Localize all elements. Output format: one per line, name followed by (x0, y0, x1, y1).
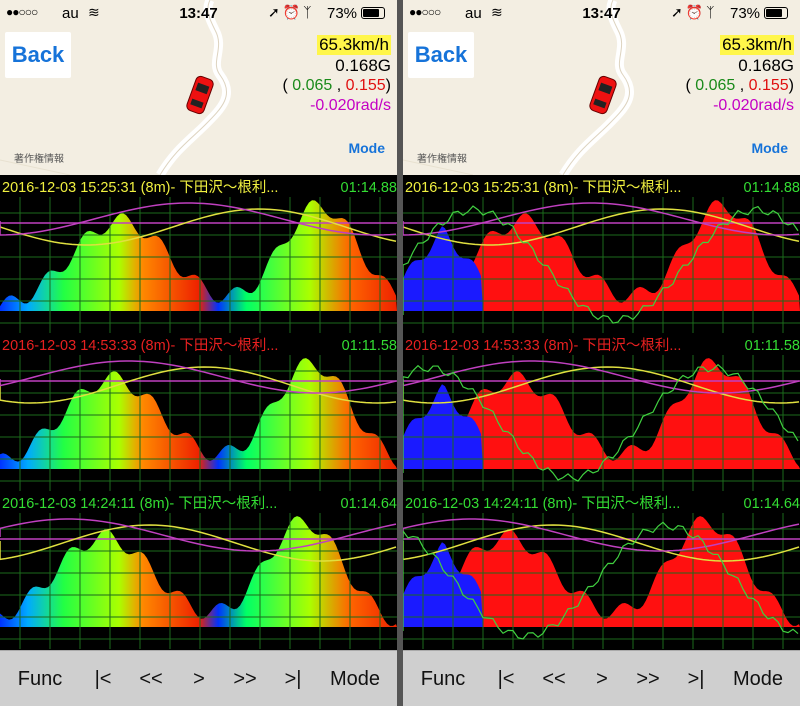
g-total-readout: 0.168G (738, 56, 794, 75)
map-roads (0, 0, 232, 175)
g-total-readout: 0.168G (335, 56, 391, 75)
status-bar: ●●○○○ au ≋ 13:47 ➚⏰ᛉ 73% (0, 0, 397, 28)
session-laptime: 01:14.88 (340, 180, 397, 196)
alarm-icon: ⏰ (685, 4, 707, 20)
session-plot (403, 175, 800, 333)
status-icons: ➚⏰ᛉ (268, 4, 315, 21)
phone-screen-right: ●●○○○ au ≋ 13:47 ➚⏰ᛉ 73% Back 65.3km/h 0… (403, 0, 800, 706)
session-laptime: 01:11.58 (341, 338, 397, 354)
bluetooth-icon: ᛉ (303, 4, 315, 20)
toolbar-mode-button[interactable]: Mode (732, 668, 784, 690)
session-graph[interactable]: 2016-12-03 15:25:31 (8m)- 下田沢〜根利... 01:14… (0, 175, 397, 333)
session-plot (403, 333, 800, 491)
session-label: 2016-12-03 15:25:31 (8m)- 下田沢〜根利... (405, 180, 682, 196)
session-graph[interactable]: 2016-12-03 14:24:11 (8m)- 下田沢〜根利... 01:14… (0, 491, 397, 649)
last-button[interactable]: >| (687, 668, 705, 690)
playback-toolbar: Func |< << > >> >| Mode (403, 650, 800, 706)
session-graph[interactable]: 2016-12-03 14:53:33 (8m)- 下田沢〜根利... 01:11… (403, 333, 800, 491)
fast-forward-button[interactable]: >> (233, 668, 257, 690)
clock: 13:47 (582, 5, 621, 22)
g-y-value: 0.155 (345, 77, 386, 94)
session-graph[interactable]: 2016-12-03 14:24:11 (8m)- 下田沢〜根利... 01:14… (403, 491, 800, 649)
map-mode-button[interactable]: Mode (348, 140, 385, 156)
session-plot (0, 333, 397, 491)
location-arrow-icon: ➚ (671, 4, 686, 20)
session-label: 2016-12-03 14:53:33 (8m)- 下田沢〜根利... (2, 338, 279, 354)
session-plot (403, 491, 800, 649)
g-y-value: 0.155 (748, 77, 789, 94)
session-graph[interactable]: 2016-12-03 15:25:31 (8m)- 下田沢〜根利... 01:14… (403, 175, 800, 333)
g-xy-readout: ( 0.065 , 0.155) (282, 77, 391, 94)
car-icon (589, 75, 617, 115)
yaw-rate-readout: -0.020rad/s (713, 97, 794, 114)
play-button[interactable]: > (596, 668, 608, 690)
car-icon (186, 75, 214, 115)
carrier-label: au (465, 5, 482, 22)
map-mode-button[interactable]: Mode (751, 140, 788, 156)
session-header: 2016-12-03 14:53:33 (8m)- 下田沢〜根利... 01:11… (403, 336, 800, 356)
last-button[interactable]: >| (284, 668, 302, 690)
rewind-button[interactable]: << (139, 668, 163, 690)
session-list: 2016-12-03 15:25:31 (8m)- 下田沢〜根利... 01:14… (0, 175, 397, 650)
battery-percent: 73% (327, 5, 358, 22)
session-laptime: 01:14.88 (743, 180, 800, 196)
status-icons: ➚⏰ᛉ (671, 4, 718, 21)
session-header: 2016-12-03 15:25:31 (8m)- 下田沢〜根利... 01:14… (403, 178, 800, 198)
status-bar: ●●○○○ au ≋ 13:47 ➚⏰ᛉ 73% (403, 0, 800, 28)
rewind-button[interactable]: << (542, 668, 566, 690)
signal-dots-icon: ●●○○○ (409, 5, 441, 19)
first-button[interactable]: |< (94, 668, 112, 690)
g-xy-readout: ( 0.065 , 0.155) (685, 77, 794, 94)
battery-percent: 73% (730, 5, 761, 22)
session-plot (0, 175, 397, 333)
alarm-icon: ⏰ (282, 4, 304, 20)
wifi-icon: ≋ (88, 4, 100, 20)
bluetooth-icon: ᛉ (706, 4, 718, 20)
session-laptime: 01:14.64 (743, 496, 800, 512)
battery-icon (361, 7, 385, 19)
map-view[interactable]: ●●○○○ au ≋ 13:47 ➚⏰ᛉ 73% Back 65.3km/h 0… (0, 0, 397, 175)
func-button[interactable]: Func (17, 668, 63, 690)
g-x-value: 0.065 (695, 77, 736, 94)
wifi-icon: ≋ (491, 4, 503, 20)
speed-readout: 65.3km/h (720, 35, 794, 55)
session-label: 2016-12-03 14:24:11 (8m)- 下田沢〜根利... (405, 496, 681, 512)
back-button[interactable]: Back (5, 32, 71, 78)
session-list: 2016-12-03 15:25:31 (8m)- 下田沢〜根利... 01:14… (403, 175, 800, 650)
session-graph[interactable]: 2016-12-03 14:53:33 (8m)- 下田沢〜根利... 01:11… (0, 333, 397, 491)
session-label: 2016-12-03 14:24:11 (8m)- 下田沢〜根利... (2, 496, 278, 512)
session-laptime: 01:11.58 (744, 338, 800, 354)
speed-readout: 65.3km/h (317, 35, 391, 55)
phone-screen-left: ●●○○○ au ≋ 13:47 ➚⏰ᛉ 73% Back 65.3km/h 0… (0, 0, 397, 706)
playback-toolbar: Func |< << > >> >| Mode (0, 650, 397, 706)
session-header: 2016-12-03 15:25:31 (8m)- 下田沢〜根利... 01:14… (0, 178, 397, 198)
clock: 13:47 (179, 5, 218, 22)
yaw-rate-readout: -0.020rad/s (310, 97, 391, 114)
g-x-value: 0.065 (292, 77, 333, 94)
map-view[interactable]: ●●○○○ au ≋ 13:47 ➚⏰ᛉ 73% Back 65.3km/h 0… (403, 0, 800, 175)
toolbar-mode-button[interactable]: Mode (329, 668, 381, 690)
first-button[interactable]: |< (497, 668, 515, 690)
battery-icon (764, 7, 788, 19)
copyright-link[interactable]: 著作権情報 (14, 154, 64, 165)
session-plot (0, 491, 397, 649)
session-laptime: 01:14.64 (340, 496, 397, 512)
session-header: 2016-12-03 14:53:33 (8m)- 下田沢〜根利... 01:11… (0, 336, 397, 356)
location-arrow-icon: ➚ (268, 4, 283, 20)
carrier-label: au (62, 5, 79, 22)
func-button[interactable]: Func (420, 668, 466, 690)
copyright-link[interactable]: 著作権情報 (417, 154, 467, 165)
back-button[interactable]: Back (408, 32, 474, 78)
play-button[interactable]: > (193, 668, 205, 690)
fast-forward-button[interactable]: >> (636, 668, 660, 690)
signal-dots-icon: ●●○○○ (6, 5, 38, 19)
map-roads (403, 0, 635, 175)
session-header: 2016-12-03 14:24:11 (8m)- 下田沢〜根利... 01:14… (0, 494, 397, 514)
session-label: 2016-12-03 14:53:33 (8m)- 下田沢〜根利... (405, 338, 682, 354)
session-header: 2016-12-03 14:24:11 (8m)- 下田沢〜根利... 01:14… (403, 494, 800, 514)
session-label: 2016-12-03 15:25:31 (8m)- 下田沢〜根利... (2, 180, 279, 196)
